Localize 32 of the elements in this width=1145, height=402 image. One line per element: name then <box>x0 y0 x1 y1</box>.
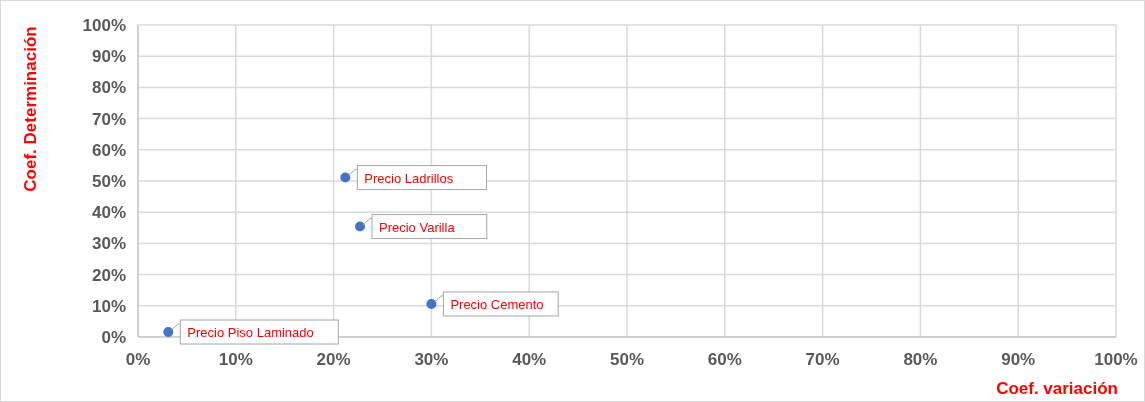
x-tick-label: 50% <box>609 350 645 370</box>
x-tick-label: 100% <box>1094 350 1138 370</box>
point <box>355 221 366 232</box>
point <box>163 327 174 337</box>
annotation: Precio Piso Laminado <box>187 325 314 341</box>
y-tick-label: 0% <box>101 328 126 348</box>
y-tick-label: 100% <box>82 16 126 36</box>
x-tick-label: 10% <box>218 350 253 370</box>
x-axis-title: Coef. variación <box>996 379 1118 399</box>
point <box>340 172 351 183</box>
annotation: Precio Ladrillos <box>364 170 454 186</box>
x-tick-label: 60% <box>707 350 742 370</box>
x-tick-label: 80% <box>903 350 938 370</box>
x-tick-label: 30% <box>414 350 449 370</box>
y-tick-label: 30% <box>91 234 126 254</box>
x-tick-label: 0% <box>125 350 151 370</box>
x-tick-label: 70% <box>805 350 840 370</box>
y-tick-label: 20% <box>91 265 126 285</box>
y-tick-label: 60% <box>91 140 126 160</box>
point <box>426 298 437 309</box>
x-tick-label: 90% <box>1001 350 1036 370</box>
y-tick-label: 50% <box>91 172 126 192</box>
annotation: Precio Cemento <box>450 296 544 312</box>
annotation: Precio Varilla <box>379 219 456 235</box>
y-tick-label: 80% <box>91 78 126 98</box>
y-tick-label: 40% <box>91 203 126 223</box>
y-tick-label: 90% <box>91 47 126 67</box>
x-tick-label: 40% <box>512 350 547 370</box>
y-axis-title: Coef. Determinación <box>21 26 41 192</box>
y-tick-label: 10% <box>91 296 126 316</box>
x-tick-label: 20% <box>316 350 351 370</box>
y-tick-label: 70% <box>91 109 126 129</box>
